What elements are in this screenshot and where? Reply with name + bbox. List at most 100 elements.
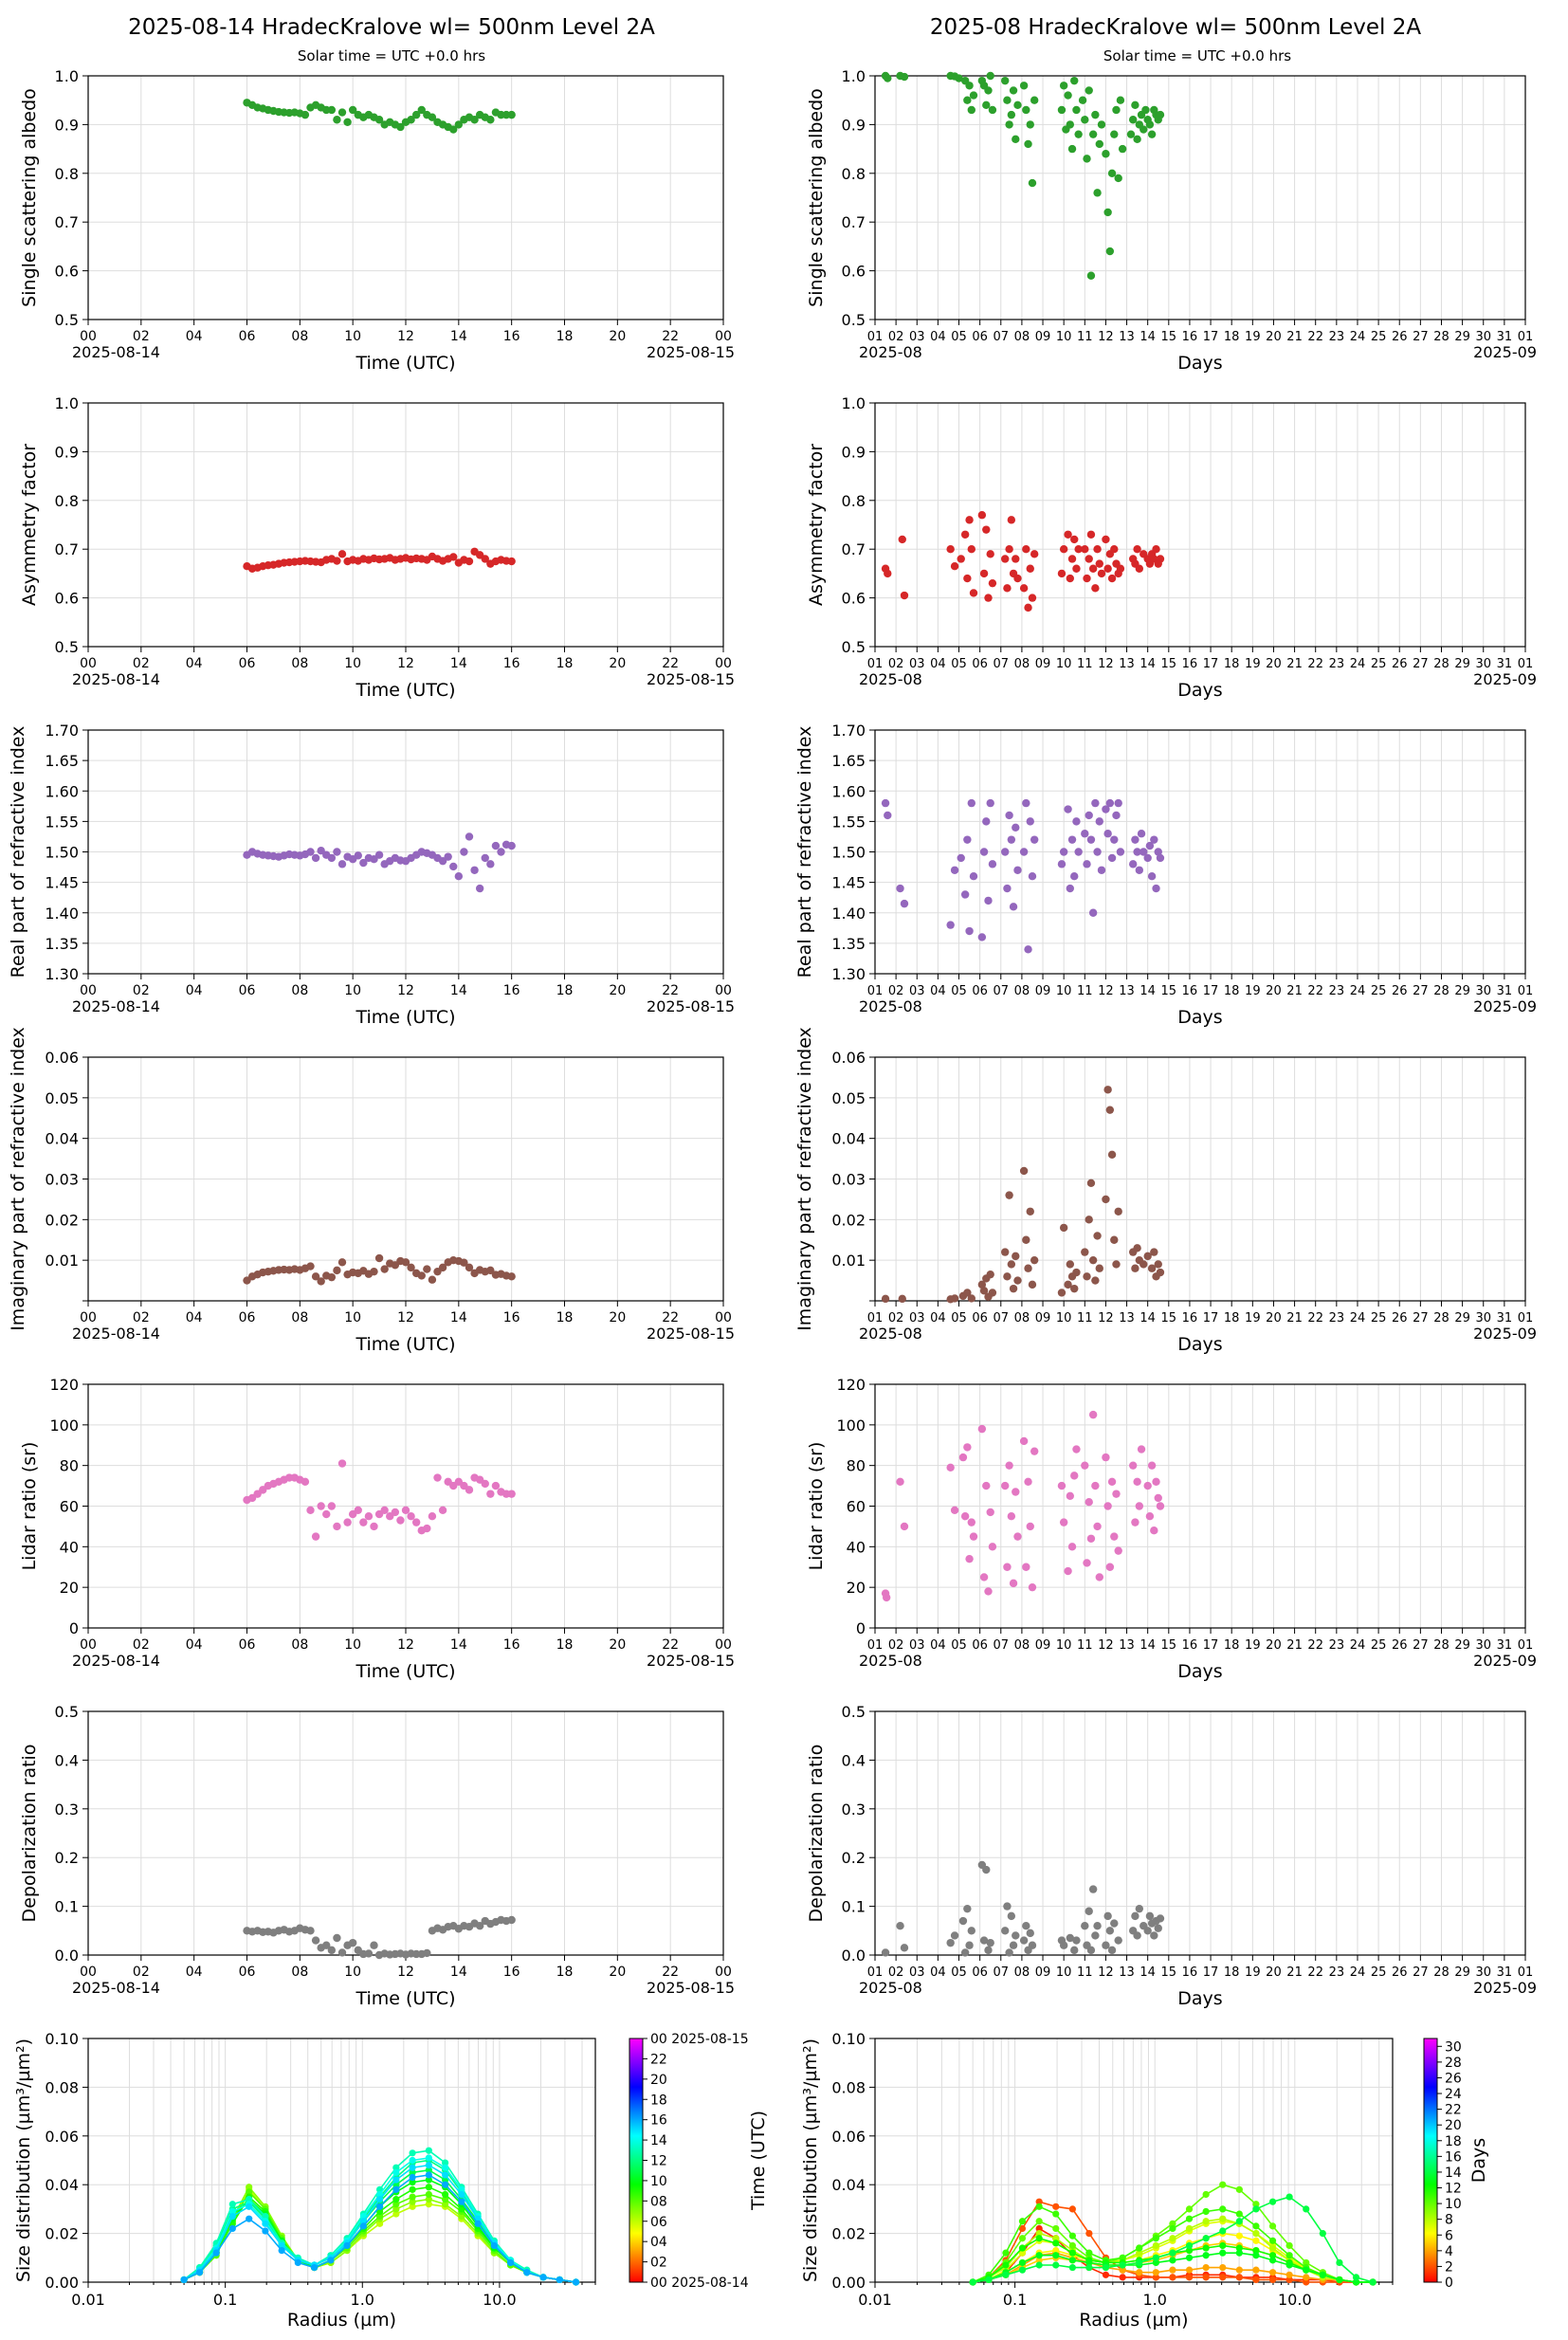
date-right-label: 2025-08-15 [647,1652,735,1670]
series-point [1136,2269,1143,2276]
y-tick-label: 1.30 [45,965,79,983]
data-point [1086,271,1096,280]
x-axis-label: Days [1177,680,1222,701]
x-tick-label: 14 [450,1637,467,1653]
x-tick-label: 11 [1077,330,1093,344]
data-point [1026,120,1034,129]
date-left-label: 2025-08-14 [72,1652,160,1670]
data-point [1066,120,1075,129]
series-point [1169,2235,1176,2242]
data-point [1083,574,1091,583]
series-point [1018,2266,1027,2274]
x-tick-label: 27 [1413,1965,1429,1980]
colorbar-tick-label: 02 [650,2256,667,2271]
date-left-label: 2025-08 [859,670,922,688]
data-point [1114,1207,1122,1216]
series-point [409,2156,416,2165]
plot-frame [87,1383,724,1629]
series-point [969,2278,976,2286]
y-tick-label: 0.02 [45,1211,79,1229]
series-point [1268,2244,1277,2252]
series-point [392,2196,400,2203]
series-point [246,2215,253,2222]
series-point [1185,2224,1194,2233]
data-point [965,926,974,936]
series-point [278,2246,285,2255]
data-point [1145,841,1155,850]
left-title: 2025-08-14 HradecKralove wl= 500nm Level… [128,15,655,40]
series-point [409,2149,416,2157]
data-point [1003,1563,1012,1571]
y-tick-label: 1.45 [45,874,79,892]
series-point [1202,2207,1210,2216]
data-point [1013,574,1022,583]
series-point [1252,2252,1260,2259]
left-subtitle: Solar time = UTC +0.0 hrs [298,47,485,64]
data-point [1110,545,1119,554]
data-point [986,1508,994,1517]
x-tick-label: 05 [951,984,967,998]
y-tick-label: 40 [847,1538,866,1556]
x-tick-label: 10 [344,1965,361,1980]
x-tick-label: 06 [972,1965,988,1980]
x-tick-label: 14 [1140,330,1156,344]
data-point [1012,1488,1020,1496]
series-point [1052,2203,1060,2210]
y-tick-label: 0.06 [831,2128,866,2146]
series-point [1035,2230,1043,2238]
colorbar-tick-label: 0 [1445,2276,1453,2291]
x-tick-label: 18 [556,1965,574,1980]
x-tick-label: 06 [972,984,988,998]
y-tick-label: 60 [60,1498,79,1516]
data-point [1105,798,1115,808]
series-point [1018,2218,1027,2225]
data-point [963,835,972,844]
data-point [337,108,347,117]
data-point [1013,1276,1022,1285]
data-point [1156,1502,1165,1510]
y-tick-label: 0.00 [831,2274,866,2292]
data-point [1007,516,1016,524]
series-point [1303,2205,1310,2213]
series-point [1202,2252,1210,2259]
series-point [409,2185,416,2193]
series-point [409,2168,416,2176]
y-tick-label: 1.65 [831,752,866,770]
x-axis-label: Days [1177,1007,1222,1028]
series-point [506,2258,515,2267]
data-point [327,1272,337,1282]
x-tick-label: 07 [994,984,1010,998]
x-tick-label: 09 [1035,657,1051,671]
x-tick-label: 26 [1392,657,1408,671]
plot-frame [87,402,724,648]
panel-psd_daily: 0.01 0.1 1.0 10.0 0.00 0.02 0.04 0.06 0.08 0.10 Ra… [13,2030,769,2331]
data-point [1152,545,1160,554]
data-point [1009,86,1018,95]
data-point [1150,1931,1158,1940]
data-point [1074,848,1083,856]
series-point [1119,2266,1126,2274]
y-tick-label: 0.8 [842,492,866,510]
data-point [1030,1255,1039,1265]
series-point [392,2201,400,2208]
panel-asym_monthly: 0.5 0.6 0.7 0.8 0.9 1.0 01 02 03 04 05 06 07 08 09 10 11… [806,394,1537,701]
data-point [1088,564,1098,573]
data-point [470,116,479,124]
series-point [1252,2205,1260,2213]
data-point [1012,555,1020,563]
colorbar-tick-label: 18 [1445,2134,1462,2149]
data-point [327,1502,337,1510]
x-tick-label: 25 [1371,1311,1387,1325]
x-tick-label: 21 [1286,657,1303,671]
x-tick-label: 27 [1413,1638,1429,1653]
x-tick-label: 17 [1203,984,1219,998]
x-tick-label: 02 [133,656,150,671]
data-point [1103,1911,1112,1921]
series-point [1035,2224,1043,2233]
series-point [523,2269,531,2276]
series-point [441,2171,449,2179]
y-tick-label: 100 [836,1417,866,1435]
x-tick-label: 06 [239,1637,256,1653]
series-point [458,2185,465,2193]
data-point [1133,1931,1141,1940]
